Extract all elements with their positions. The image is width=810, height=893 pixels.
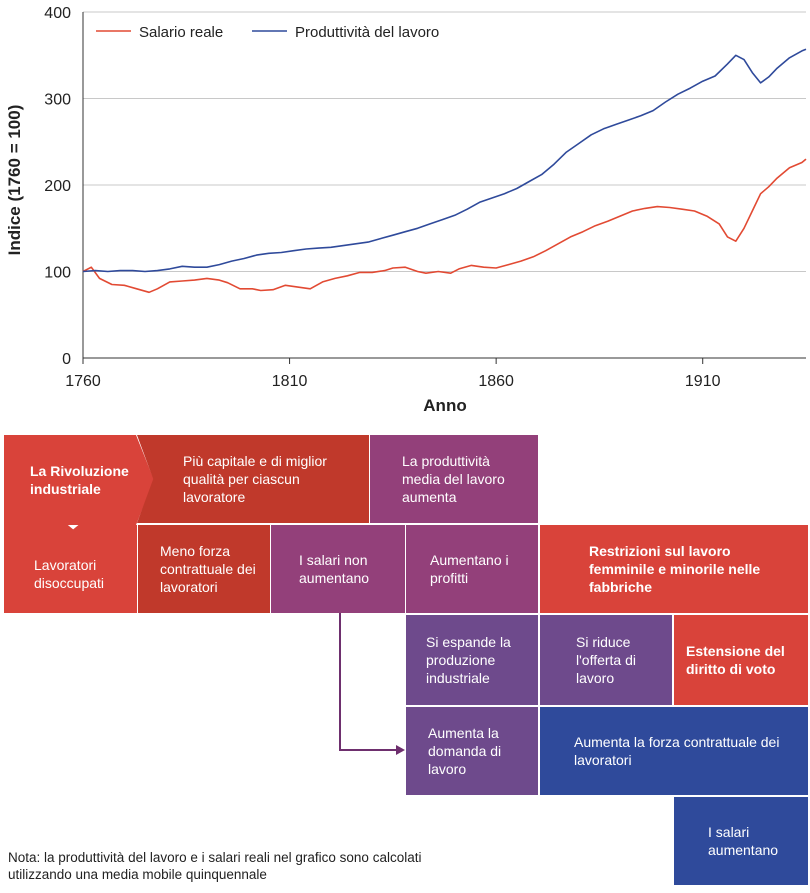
box-rivoluzione-industriale: La Rivoluzione industriale xyxy=(4,435,154,525)
box-salari-non-label: I salari non aumentano xyxy=(299,552,370,586)
box-espande-produzione: Si espande la produzione industriale xyxy=(406,615,538,705)
box-riduce-label: Si riduce l'offerta di lavoro xyxy=(576,634,637,686)
y-tick-label: 200 xyxy=(44,178,71,195)
box-espande-label: Si espande la produzione industriale xyxy=(426,634,511,686)
x-axis-label: Anno xyxy=(423,396,466,415)
y-tick-label: 100 xyxy=(44,265,71,282)
box-lavoratori-disoccupati: Lavoratori disoccupati xyxy=(4,525,137,613)
box-forza-contrattuale: Aumenta la forza contrattuale dei lavora… xyxy=(540,707,808,795)
series-line-salario-reale xyxy=(82,158,807,294)
line-chart: 0 100 200 300 400 1760 1810 1860 1910 Salario re… xyxy=(5,5,807,415)
box-produttivita-label: La produttività media del lavoro aumenta xyxy=(402,453,505,505)
chart-series xyxy=(82,48,807,294)
box-piu-capitale: Più capitale e di miglior qualità per ci… xyxy=(137,435,369,523)
box-salari-aumentano-label: I salari aumentano xyxy=(708,824,779,858)
box-domanda-lavoro: Aumenta la domanda di lavoro xyxy=(406,707,538,795)
x-tick-label: 1810 xyxy=(272,373,308,390)
legend-label: Produttività del lavoro xyxy=(295,24,439,41)
chart-legend: Salario reale Produttività del lavoro xyxy=(96,24,439,41)
box-domanda-label: Aumenta la domanda di lavoro xyxy=(428,725,502,777)
box-restrizioni-label: Restrizioni sul lavoro femminile e minor… xyxy=(589,543,761,595)
x-tick-label: 1760 xyxy=(65,373,101,390)
box-estensione-voto: Estensione del diritto di voto xyxy=(674,615,808,705)
y-axis-label: Indice (1760 = 100) xyxy=(5,105,24,256)
chart-grid xyxy=(83,11,806,359)
box-produttivita-media: La produttività media del lavoro aumenta xyxy=(370,435,538,523)
box-disoccupati-label: Lavoratori disoccupati xyxy=(34,557,105,591)
box-meno-forza: Meno forza contrattuale dei lavoratori xyxy=(138,525,270,613)
series-line-produttivita xyxy=(82,48,807,273)
box-forza-label: Aumenta la forza contrattuale dei lavora… xyxy=(574,734,780,768)
box-aumentano-profitti: Aumentano i profitti xyxy=(406,525,538,613)
box-salari-aumentano: I salari aumentano xyxy=(674,797,808,885)
y-tick-label: 400 xyxy=(44,5,71,22)
box-capitale-label: Più capitale e di miglior qualità per ci… xyxy=(183,453,327,505)
y-tick-label: 300 xyxy=(44,92,71,109)
x-tick-label: 1910 xyxy=(685,373,721,390)
box-restrizioni-lavoro: Restrizioni sul lavoro femminile e minor… xyxy=(540,525,808,613)
box-meno-forza-label: Meno forza contrattuale dei lavoratori xyxy=(160,543,256,595)
box-riduce-offerta: Si riduce l'offerta di lavoro xyxy=(540,615,672,705)
box-profitti-label: Aumentano i profitti xyxy=(430,552,509,586)
footnote: Nota: la produttività del lavoro e i sal… xyxy=(8,850,422,882)
legend-label: Salario reale xyxy=(139,24,223,41)
x-tick-label: 1860 xyxy=(478,373,514,390)
box-rivoluzione-label: La Rivoluzione industriale xyxy=(30,463,129,497)
box-estensione-label: Estensione del diritto di voto xyxy=(686,643,785,677)
y-tick-label: 0 xyxy=(62,351,71,368)
box-salari-non-aumentano: I salari non aumentano xyxy=(271,525,405,613)
chart-axes: 0 100 200 300 400 1760 1810 1860 1910 xyxy=(44,5,720,390)
